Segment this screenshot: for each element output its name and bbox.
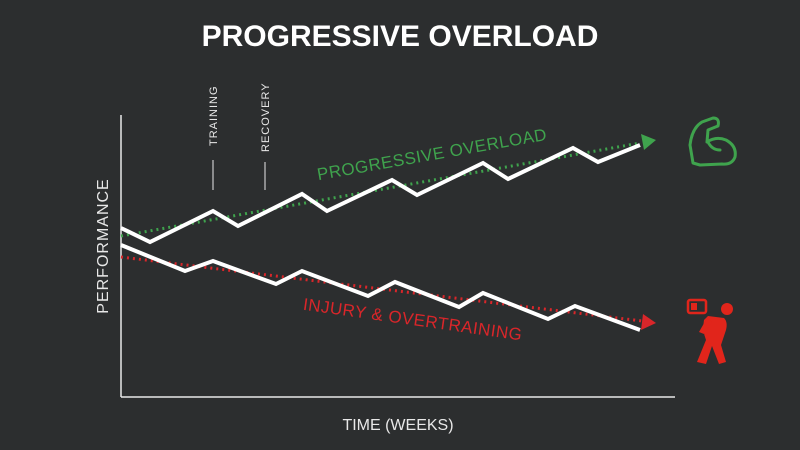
recovery-label: RECOVERY — [260, 82, 272, 152]
injury-line — [120, 243, 641, 332]
muscle-icon — [688, 116, 737, 167]
progressive-arrow — [641, 134, 656, 150]
progressive-line — [120, 143, 641, 245]
y-axis-label: PERFORMANCE — [95, 178, 112, 313]
title: PROGRESSIVE OVERLOAD — [202, 20, 599, 53]
x-axis-label: TIME (WEEKS) — [342, 417, 453, 434]
training-label: TRAINING — [208, 85, 220, 146]
injury-arrow — [641, 314, 656, 330]
injury-icon — [686, 298, 733, 364]
